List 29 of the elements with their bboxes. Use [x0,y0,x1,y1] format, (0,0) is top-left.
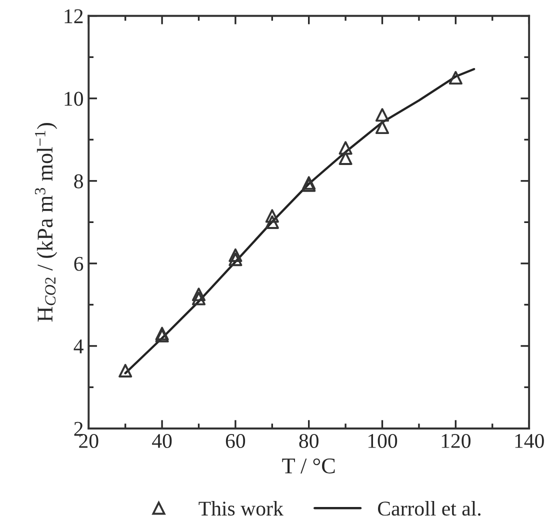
point [228,252,242,266]
point [265,209,279,223]
y-tick-label: 6 [74,256,84,271]
y-tick-label: 8 [74,174,83,188]
legend-label: Carroll et al. [378,501,480,516]
point [192,288,206,302]
y-tick-label: 12 [64,9,83,24]
point [192,292,206,306]
point [265,215,279,229]
point [338,151,352,166]
y-tick-label: 2 [74,422,83,436]
x-tick-label: 140 [515,434,544,448]
point [338,141,352,155]
point [375,108,390,122]
x-tick-label: 20 [79,434,98,448]
x-tick-label: 100 [368,434,398,448]
y-tick-label: 10 [64,92,83,106]
x-tick-label: 120 [442,434,470,448]
point [375,120,390,134]
legend-label: This work [198,501,284,516]
point [448,70,462,85]
y-tick-label: 4 [74,339,84,354]
x-axis-title: T / °C [282,458,335,474]
x-tick-label: 40 [152,434,172,448]
point [228,248,242,262]
y-axis-title: H$_{CO2}$ / (kPa m$^{3}$ mol$^{−1}$) [34,123,58,322]
x-tick-label: 80 [299,434,318,448]
x-tick-label: 60 [226,434,246,448]
point [118,364,132,378]
